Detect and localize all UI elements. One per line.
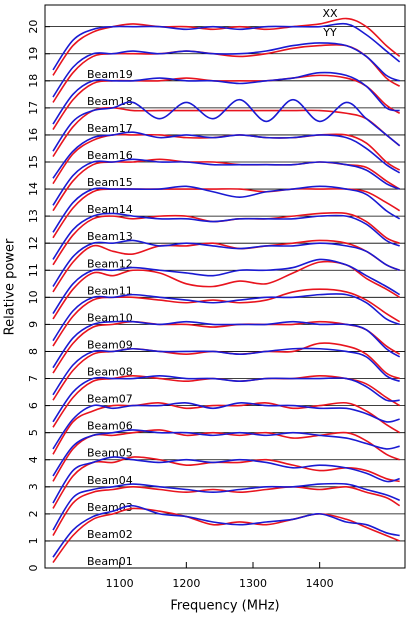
curve [52, 456, 400, 504]
curve [52, 260, 401, 320]
curve [52, 293, 400, 342]
beam-label: Beam19 [87, 68, 133, 81]
legend-label: XX [322, 7, 338, 20]
y-tick-label: 5 [27, 429, 40, 436]
beam-label: Beam04 [87, 474, 133, 487]
beam-label: Beam16 [87, 149, 133, 162]
y-tick-label: 6 [27, 402, 40, 409]
y-tick-label: 7 [27, 375, 40, 382]
curve [52, 239, 400, 287]
y-tick-label: 17 [27, 101, 40, 115]
beam-label: Beam12 [87, 257, 133, 270]
y-tick-label: 15 [27, 155, 40, 169]
curve [52, 239, 400, 293]
curve [52, 504, 400, 558]
curve [52, 74, 401, 130]
y-axis-label: Relative power [3, 238, 18, 335]
curve [52, 320, 401, 369]
beam-label: Beam14 [87, 203, 133, 216]
x-tick-label: 1100 [106, 577, 134, 590]
x-tick-label: 1400 [306, 577, 334, 590]
curve [52, 456, 400, 509]
curve [52, 131, 401, 179]
y-tick-label: 1 [27, 537, 40, 544]
curve [52, 158, 400, 206]
curve [52, 42, 400, 98]
y-tick-label: 20 [27, 20, 40, 34]
curve [52, 107, 401, 158]
x-axis-label: Frequency (MHz) [170, 599, 279, 614]
y-tick-label: 11 [27, 263, 40, 277]
curve [52, 185, 401, 233]
beam-label: Beam05 [87, 447, 133, 460]
y-tick-label: 3 [27, 483, 40, 490]
beam-label: Beam08 [87, 366, 133, 379]
curve [52, 347, 400, 396]
beam-label: Beam15 [87, 176, 133, 189]
curve [52, 429, 400, 477]
y-tick-label: 12 [27, 236, 40, 250]
curve [52, 482, 400, 531]
beam-label: Beam18 [87, 95, 133, 108]
curve [52, 258, 401, 315]
y-tick-label: 9 [27, 321, 40, 328]
beam-label: Beam01 [87, 555, 133, 568]
y-tick-label: 2 [27, 510, 40, 517]
x-tick-label: 1200 [172, 577, 200, 590]
curve [52, 98, 401, 152]
beam-label: Beam17 [87, 122, 133, 135]
y-tick-label: 19 [27, 47, 40, 61]
y-tick-label: 10 [27, 290, 40, 304]
y-tick-label: 4 [27, 456, 40, 463]
legend-label: YY [322, 26, 337, 39]
curve [52, 402, 400, 450]
curve [52, 212, 400, 260]
curve [52, 188, 401, 239]
curve [52, 158, 401, 212]
beam-label: Beam02 [87, 528, 133, 541]
curve [52, 22, 401, 71]
y-tick-label: 18 [27, 74, 40, 88]
y-tick-label: 16 [27, 128, 40, 142]
y-tick-label: 13 [27, 209, 40, 223]
y-tick-label: 8 [27, 348, 40, 355]
y-tick-label: 0 [27, 565, 40, 572]
beam-label: Beam13 [87, 230, 133, 243]
y-tick-label: 14 [27, 182, 40, 196]
x-tick-label: 1300 [239, 577, 267, 590]
plot-frame [44, 4, 406, 569]
beam-label: Beam07 [87, 393, 133, 406]
curve [52, 375, 400, 423]
beam-label: Beam06 [87, 420, 133, 433]
curve [52, 71, 400, 125]
beam-label: Beam11 [87, 284, 133, 297]
beam-label: Beam09 [87, 338, 133, 351]
